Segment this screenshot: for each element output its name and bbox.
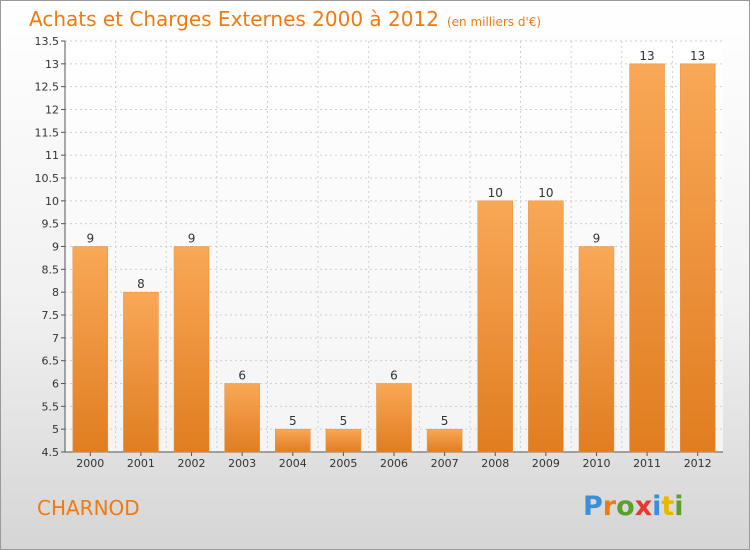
data-label: 9 [86, 232, 94, 246]
data-label: 5 [289, 414, 297, 428]
y-tick-label: 7.5 [42, 309, 60, 322]
y-tick-label: 8.5 [42, 263, 60, 276]
data-label: 6 [390, 369, 398, 383]
y-tick-label: 7 [52, 332, 59, 345]
x-tick-label: 2012 [684, 457, 712, 470]
data-label: 5 [340, 414, 348, 428]
y-tick-label: 13.5 [35, 35, 60, 48]
labels: 9 2000 8 2001 9 2002 6 2003 5 2004 5 2005 6 2006 5 2007… [76, 49, 711, 470]
bar-2011 [629, 63, 665, 453]
x-tick-label: 2002 [178, 457, 206, 470]
commune-name: CHARNOD [37, 496, 140, 520]
data-label: 8 [137, 277, 145, 291]
x-tick-label: 2007 [431, 457, 459, 470]
x-tick-label: 2011 [633, 457, 661, 470]
logo-letter: t [661, 491, 675, 522]
data-label: 13 [639, 49, 654, 63]
data-label: 10 [488, 186, 503, 200]
data-label: 6 [238, 369, 246, 383]
bar-2006 [376, 383, 412, 453]
y-tick-label: 10.5 [35, 172, 60, 185]
y-tick-label: 12 [45, 104, 59, 117]
y-tick-label: 11.5 [35, 126, 60, 139]
bar-2009 [528, 200, 564, 453]
bar-2008 [477, 200, 513, 453]
y-tick-label: 11 [45, 149, 59, 162]
chart-subtitle: (en milliers d'€) [446, 15, 542, 29]
logo-letter: i [674, 491, 684, 522]
logo-letter: i [652, 491, 662, 522]
x-tick-label: 2008 [481, 457, 509, 470]
data-label: 9 [188, 232, 196, 246]
x-tick-label: 2006 [380, 457, 408, 470]
logo-letter: x [634, 491, 653, 522]
y-tick-label: 10 [45, 195, 59, 208]
x-tick-label: 2003 [228, 457, 256, 470]
bar-2012 [679, 63, 716, 453]
bar-2007 [426, 428, 463, 453]
logo-letter: P [583, 491, 603, 522]
y-tick-label: 9 [52, 241, 59, 254]
data-label: 13 [690, 49, 705, 63]
bar-2000 [72, 246, 109, 453]
logo-letter: r [602, 491, 617, 522]
proxiti-logo[interactable]: Proxiti [583, 491, 684, 522]
x-tick-label: 2005 [329, 457, 357, 470]
data-label: 5 [441, 414, 449, 428]
bar-2002 [173, 246, 210, 453]
data-label: 10 [538, 186, 553, 200]
y-tick-label: 6.5 [42, 355, 60, 368]
y-tick-label: 9.5 [42, 218, 60, 231]
y-tick-label: 5 [52, 423, 59, 436]
bar-2003 [224, 383, 260, 453]
x-tick-label: 2001 [127, 457, 155, 470]
x-tick-label: 2010 [582, 457, 610, 470]
y-tick-label: 4.5 [42, 446, 60, 459]
chart-title: Achats et Charges Externes 2000 à 2012 (e… [29, 7, 541, 31]
axes: 4.5 5 5.5 6 6.5 7 7.5 8 8.5 9 9.5 10 10.5 11 11.5 12 12.… [35, 35, 723, 459]
bar-2004 [275, 428, 311, 453]
logo-letter: o [616, 491, 635, 522]
y-tick-label: 13 [45, 58, 59, 71]
y-tick-label: 6 [52, 378, 59, 391]
chart-title-text: Achats et Charges Externes 2000 à 2012 [29, 7, 439, 31]
data-label: 9 [593, 232, 601, 246]
bar-chart: 4.5 5 5.5 6 6.5 7 7.5 8 8.5 9 9.5 10 10.5 11 11.5 12 12.… [35, 35, 723, 470]
y-tick-label: 12.5 [35, 81, 60, 94]
bar-2010 [578, 246, 615, 453]
bar-2001 [123, 291, 159, 453]
x-tick-label: 2000 [76, 457, 104, 470]
y-tick-label: 8 [52, 286, 59, 299]
y-tick-label: 5.5 [42, 400, 60, 413]
x-tick-label: 2004 [279, 457, 307, 470]
x-tick-label: 2009 [532, 457, 560, 470]
bars [72, 63, 716, 453]
bar-2005 [325, 428, 362, 453]
